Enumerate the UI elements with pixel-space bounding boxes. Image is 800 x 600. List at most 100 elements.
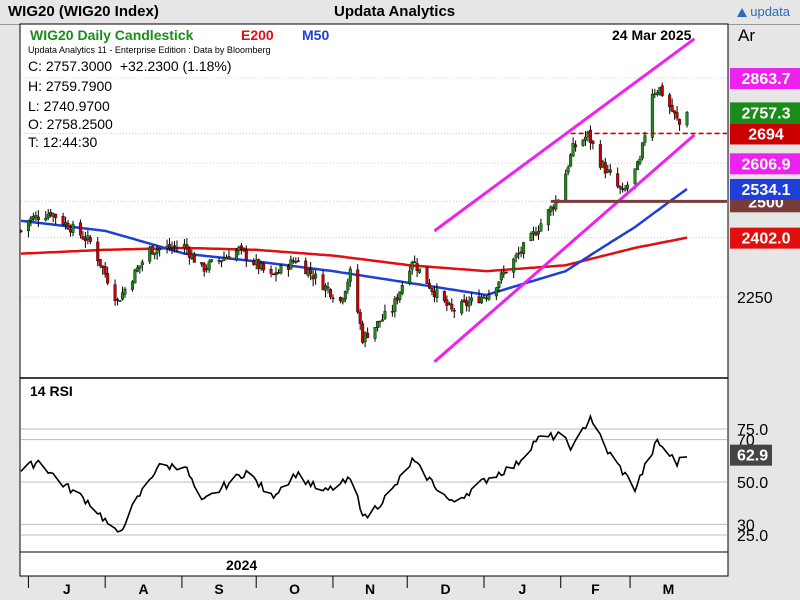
candle[interactable] (78, 222, 82, 236)
candle[interactable] (549, 206, 553, 212)
candle[interactable] (678, 119, 682, 125)
candle[interactable] (103, 265, 107, 275)
candle[interactable] (601, 161, 605, 168)
candle[interactable] (269, 268, 273, 274)
candle[interactable] (168, 244, 172, 249)
candle[interactable] (262, 263, 266, 271)
candle[interactable] (428, 283, 432, 289)
candle[interactable] (185, 244, 189, 250)
candle[interactable] (272, 273, 276, 276)
candle[interactable] (551, 207, 555, 210)
candle[interactable] (118, 300, 122, 302)
candle[interactable] (306, 269, 310, 276)
candle[interactable] (635, 161, 639, 171)
candle[interactable] (165, 245, 169, 249)
candle[interactable] (633, 168, 637, 184)
candle[interactable] (363, 332, 367, 343)
candle[interactable] (606, 169, 610, 173)
candle[interactable] (408, 270, 412, 284)
candle[interactable] (328, 288, 332, 298)
candle[interactable] (324, 285, 328, 291)
candle[interactable] (182, 244, 186, 249)
candle[interactable] (640, 142, 644, 159)
candle[interactable] (321, 274, 325, 291)
candle[interactable] (356, 269, 360, 313)
candle[interactable] (34, 215, 38, 218)
candle[interactable] (413, 261, 417, 263)
candle[interactable] (64, 222, 68, 225)
candle[interactable] (51, 213, 55, 217)
candle[interactable] (470, 297, 474, 302)
candle[interactable] (314, 273, 318, 279)
candle[interactable] (531, 231, 535, 235)
candle[interactable] (361, 323, 365, 343)
candle[interactable] (341, 298, 345, 303)
candle[interactable] (192, 253, 196, 263)
candle[interactable] (259, 263, 263, 269)
candle[interactable] (393, 298, 397, 312)
rsi-line[interactable] (20, 413, 688, 533)
channel-upper-line[interactable] (433, 37, 696, 233)
candle[interactable] (517, 253, 521, 255)
candle[interactable] (207, 261, 211, 271)
candle[interactable] (430, 288, 434, 292)
candle[interactable] (435, 289, 439, 298)
candle[interactable] (400, 285, 404, 294)
candle[interactable] (148, 247, 152, 262)
candle[interactable] (480, 296, 484, 304)
candle[interactable] (242, 247, 246, 251)
candle[interactable] (668, 94, 672, 108)
candle[interactable] (311, 275, 315, 280)
channel-lower-line[interactable] (433, 133, 696, 363)
brand-logo[interactable]: updata (737, 4, 790, 19)
candle[interactable] (445, 299, 449, 306)
candle[interactable] (673, 110, 677, 114)
candle[interactable] (133, 269, 137, 284)
candle[interactable] (598, 144, 602, 168)
candle[interactable] (447, 303, 451, 305)
candle[interactable] (410, 262, 414, 270)
candle[interactable] (54, 213, 58, 218)
candle[interactable] (653, 93, 657, 95)
candle[interactable] (643, 135, 647, 143)
candle[interactable] (571, 143, 575, 157)
candle[interactable] (497, 281, 501, 288)
candle[interactable] (618, 185, 622, 189)
candle[interactable] (358, 312, 362, 324)
candle[interactable] (96, 241, 100, 262)
candle[interactable] (46, 213, 50, 219)
candle[interactable] (175, 247, 179, 249)
candle[interactable] (383, 311, 387, 319)
candle[interactable] (239, 245, 243, 248)
candle[interactable] (123, 288, 127, 295)
candle[interactable] (138, 265, 142, 269)
candle[interactable] (583, 136, 587, 141)
candle[interactable] (467, 301, 471, 307)
candle[interactable] (200, 262, 204, 265)
candle[interactable] (564, 173, 568, 201)
candle[interactable] (274, 272, 278, 276)
candle[interactable] (626, 184, 630, 189)
candle[interactable] (460, 301, 464, 314)
candle[interactable] (494, 287, 498, 297)
candle[interactable] (373, 326, 377, 339)
candle[interactable] (202, 263, 206, 272)
candle[interactable] (670, 104, 674, 112)
candle[interactable] (574, 144, 578, 148)
candle[interactable] (205, 268, 209, 271)
scale-label[interactable]: Ar (738, 26, 755, 45)
candle[interactable] (326, 286, 330, 289)
candle[interactable] (534, 232, 538, 236)
candle[interactable] (569, 154, 573, 167)
candle[interactable] (380, 319, 384, 322)
candle[interactable] (304, 260, 308, 275)
candle[interactable] (234, 250, 238, 261)
candle[interactable] (158, 248, 162, 251)
candle[interactable] (616, 173, 620, 187)
candle[interactable] (425, 266, 429, 284)
candle[interactable] (291, 260, 295, 262)
candle[interactable] (69, 229, 73, 233)
candle[interactable] (83, 237, 87, 242)
candle[interactable] (487, 294, 491, 300)
candle[interactable] (376, 320, 380, 329)
